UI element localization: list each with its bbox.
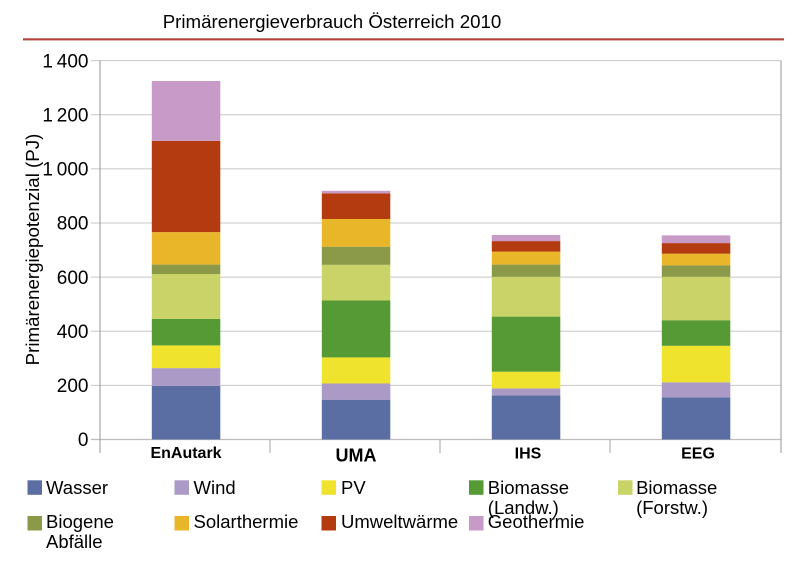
svg-text:200: 200 [57, 376, 89, 397]
svg-text:Biomasse: Biomasse [488, 477, 569, 498]
svg-text:Primärenergieverbrauch Österre: Primärenergieverbrauch Österreich 2010 [163, 11, 502, 32]
svg-text:(Landw.): (Landw.) [488, 497, 559, 518]
svg-text:IHS: IHS [515, 446, 542, 463]
svg-text:Primärenergiepotenzial (PJ): Primärenergiepotenzial (PJ) [22, 134, 43, 366]
svg-text:EnAutark: EnAutark [150, 445, 221, 462]
svg-text:Solarthermie: Solarthermie [194, 511, 299, 532]
svg-text:400: 400 [57, 322, 89, 343]
svg-text:UMA: UMA [336, 446, 377, 466]
svg-text:Wind: Wind [194, 477, 236, 498]
svg-text:Geothermie: Geothermie [488, 511, 585, 532]
svg-text:600: 600 [57, 268, 89, 289]
svg-text:1 000: 1 000 [42, 160, 88, 181]
svg-text:Wasser: Wasser [46, 477, 108, 498]
svg-text:Biogene: Biogene [46, 511, 114, 532]
svg-text:Biomasse: Biomasse [636, 477, 717, 498]
svg-text:Abfälle: Abfälle [46, 531, 103, 552]
svg-text:(Forstw.): (Forstw.) [636, 497, 708, 518]
svg-text:1 200: 1 200 [42, 105, 88, 126]
svg-text:0: 0 [78, 430, 89, 451]
svg-text:800: 800 [57, 214, 89, 235]
svg-text:1 400: 1 400 [42, 51, 88, 72]
svg-text:Umweltwärme: Umweltwärme [341, 511, 458, 532]
svg-text:PV: PV [341, 477, 366, 498]
svg-text:EEG: EEG [681, 446, 715, 463]
